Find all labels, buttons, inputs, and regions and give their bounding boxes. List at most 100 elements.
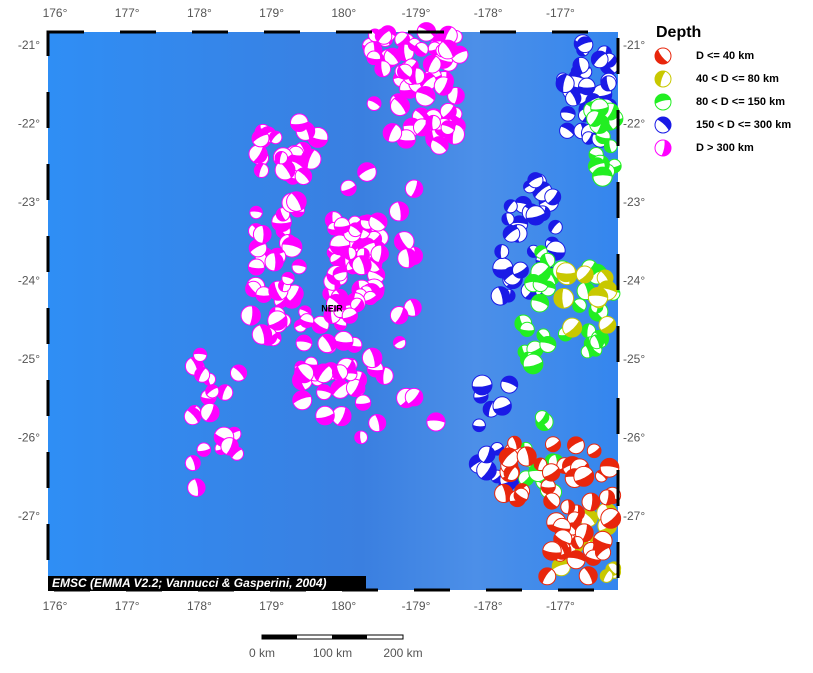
beachball-quadrant xyxy=(504,465,516,480)
lon-tick-label: 180° xyxy=(331,6,356,20)
beachball-quadrant xyxy=(333,305,347,313)
beachball-quadrant xyxy=(358,255,372,275)
beachball xyxy=(414,42,429,57)
beachball xyxy=(567,436,585,455)
beachball-quadrant xyxy=(501,376,518,388)
beachball-quadrant xyxy=(572,301,585,313)
beachball xyxy=(426,412,446,432)
beachball xyxy=(299,313,315,329)
lon-tick-label: 179° xyxy=(259,6,284,20)
beachball-quadrant xyxy=(520,328,535,337)
beachball-quadrant xyxy=(543,495,558,510)
beachball-quadrant xyxy=(606,104,619,120)
beachball xyxy=(216,384,234,401)
lon-tick-label: 177° xyxy=(115,599,140,613)
beachball xyxy=(559,122,576,139)
beachball xyxy=(343,246,357,261)
beachball xyxy=(503,465,520,482)
beachball xyxy=(502,225,521,243)
beachball xyxy=(316,384,333,401)
beachball-quadrant xyxy=(374,60,384,77)
beachball-quadrant xyxy=(299,318,314,328)
lon-tick-label: 176° xyxy=(43,599,68,613)
beachball xyxy=(194,366,211,383)
beachball xyxy=(248,144,268,164)
beachball xyxy=(268,130,283,145)
beachball-quadrant xyxy=(394,233,410,252)
beachball-quadrant xyxy=(299,305,312,315)
beachball xyxy=(247,258,265,276)
beachball-quadrant xyxy=(378,245,389,263)
beachball xyxy=(295,334,313,352)
beachball-quadrant xyxy=(513,265,529,279)
beachball-quadrant xyxy=(480,462,497,481)
beachball xyxy=(540,478,556,495)
beachball-quadrant xyxy=(605,490,615,505)
beachball-quadrant xyxy=(316,413,335,425)
beachball xyxy=(580,344,595,359)
beachball xyxy=(490,286,511,306)
beachball xyxy=(264,252,284,272)
beachball xyxy=(329,252,343,266)
beachball-quadrant xyxy=(343,247,351,260)
beachball xyxy=(654,139,672,157)
beachball xyxy=(654,116,672,134)
beachball xyxy=(541,463,561,482)
beachball xyxy=(539,335,557,353)
beachball-quadrant xyxy=(578,86,596,95)
beachball xyxy=(251,129,270,148)
beachball xyxy=(317,333,337,354)
beachball-quadrant xyxy=(334,224,350,234)
beachball-quadrant xyxy=(349,222,363,234)
beachball-quadrant xyxy=(543,467,560,482)
beachball xyxy=(578,77,596,96)
beachball-quadrant xyxy=(406,248,417,268)
beachball-quadrant xyxy=(279,160,295,178)
beachball-quadrant xyxy=(503,225,518,239)
beachball xyxy=(361,347,383,369)
beachball xyxy=(430,136,449,155)
legend-label: 80 < D <= 150 km xyxy=(696,96,785,108)
beachball-quadrant xyxy=(342,312,358,324)
beachball-quadrant xyxy=(494,244,503,259)
beachball xyxy=(572,56,590,74)
beachball-quadrant xyxy=(542,549,562,561)
beachball-quadrant xyxy=(245,283,259,297)
beachball xyxy=(553,287,575,309)
beachball-quadrant xyxy=(410,299,422,316)
beachball xyxy=(570,536,584,550)
lon-tick-label: -177° xyxy=(546,599,575,613)
beachball xyxy=(433,76,454,96)
beachball xyxy=(388,201,410,222)
beachball-quadrant xyxy=(432,136,449,151)
beachball xyxy=(494,244,510,259)
beachball-quadrant xyxy=(393,336,405,346)
beachball xyxy=(368,212,388,232)
beachball xyxy=(599,569,614,583)
beachball-quadrant xyxy=(416,86,436,101)
beachball-quadrant xyxy=(217,384,228,400)
beachball-quadrant xyxy=(546,440,561,452)
beachball xyxy=(476,459,497,481)
beachball xyxy=(374,60,392,78)
beachball xyxy=(382,123,403,143)
beachball xyxy=(422,54,442,74)
beachball xyxy=(578,566,598,586)
lat-tick-label: -24° xyxy=(18,274,40,288)
lat-tick-label: -22° xyxy=(623,117,645,131)
beachball xyxy=(511,261,529,279)
beachball xyxy=(404,179,424,198)
beachball xyxy=(252,224,272,244)
beachball-quadrant xyxy=(324,306,333,324)
beachball-quadrant xyxy=(292,259,307,268)
beachball xyxy=(573,465,595,487)
beachball-quadrant xyxy=(661,140,671,156)
legend-label: D <= 40 km xyxy=(696,50,754,62)
beachball-quadrant xyxy=(534,457,543,471)
beachball-quadrant xyxy=(596,114,610,134)
beachball-quadrant xyxy=(350,380,364,397)
beachball-quadrant xyxy=(567,436,584,450)
beachball xyxy=(363,290,378,306)
beachball xyxy=(472,418,486,433)
